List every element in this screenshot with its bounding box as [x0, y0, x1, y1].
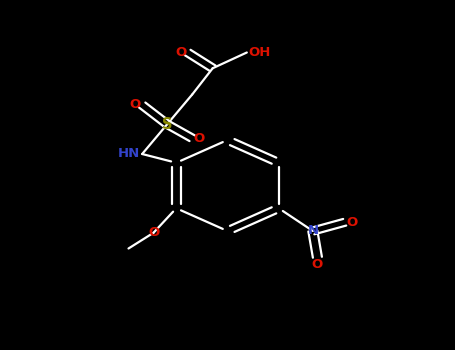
- Text: O: O: [175, 46, 186, 59]
- Text: O: O: [193, 132, 205, 145]
- Text: O: O: [148, 226, 159, 239]
- Text: S: S: [162, 117, 172, 132]
- Text: O: O: [346, 216, 357, 229]
- Text: O: O: [130, 98, 141, 112]
- Text: O: O: [312, 258, 323, 271]
- Text: OH: OH: [248, 46, 271, 59]
- Text: HN: HN: [118, 147, 140, 161]
- Text: N: N: [307, 224, 318, 238]
